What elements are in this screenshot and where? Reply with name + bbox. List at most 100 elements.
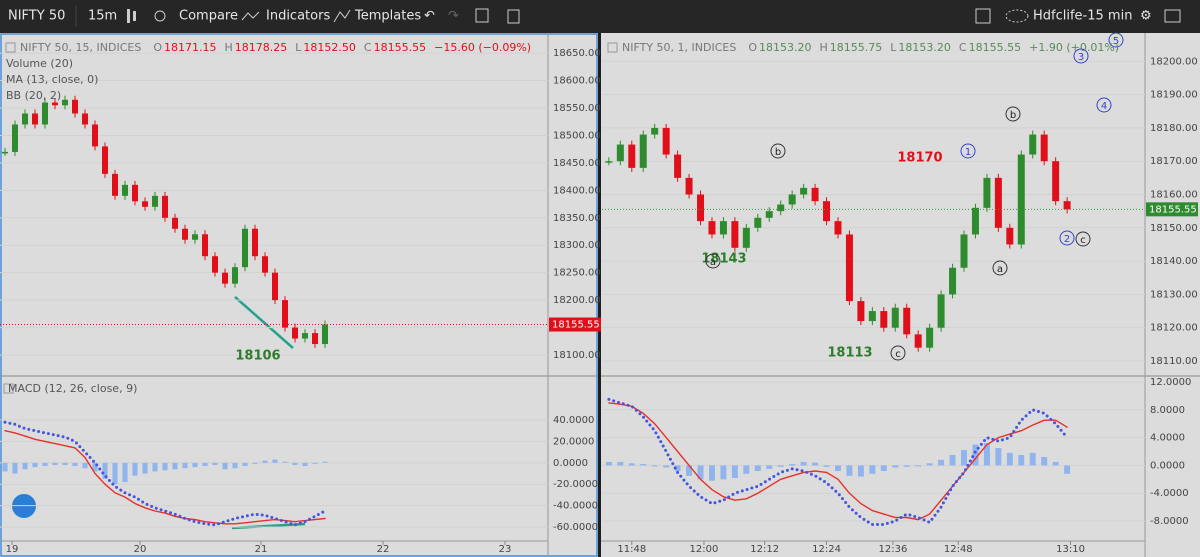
candle-body	[112, 173, 118, 196]
y-tick-label: 18250.00	[553, 268, 601, 279]
macd-line	[608, 402, 1068, 521]
candle-body	[232, 267, 238, 284]
macd-histogram-bar	[282, 461, 288, 463]
candle-body	[162, 195, 168, 218]
layout-name[interactable]: Hdfclife-15 min	[1033, 9, 1132, 24]
candle-icon[interactable]	[133, 11, 136, 21]
snapshot-icon[interactable]	[475, 8, 489, 23]
y-tick-label: 18550.00	[553, 103, 601, 114]
macd-line	[4, 430, 326, 525]
x-tick-label: 20	[134, 544, 147, 555]
macd-histogram-bar	[182, 462, 188, 469]
indicators-icon[interactable]	[241, 11, 260, 21]
candle-body	[880, 311, 888, 328]
candle-body	[697, 194, 705, 222]
candle-body	[272, 272, 278, 301]
macd-histogram-bar	[1041, 457, 1048, 466]
delete-icon[interactable]	[507, 9, 520, 24]
candle-body	[777, 204, 785, 212]
candle-body	[212, 256, 218, 273]
candle-body	[937, 294, 945, 328]
x-tick-label: 12:12	[750, 544, 779, 555]
macd-histogram-bar	[82, 462, 88, 469]
macd-histogram-bar	[2, 462, 8, 472]
macd-histogram-bar	[302, 462, 308, 467]
compare-icon[interactable]	[154, 10, 166, 22]
candle-body	[192, 234, 198, 240]
y-tick-label: -40.0000	[553, 501, 598, 512]
candle-body	[708, 221, 716, 235]
macd-histogram-bar	[892, 465, 899, 468]
candle-body	[32, 113, 38, 125]
cloud-icon[interactable]	[1005, 9, 1029, 23]
candle-body	[312, 333, 318, 345]
candle-body	[1040, 134, 1048, 162]
compare[interactable]: Compare	[179, 9, 238, 24]
macd-histogram-bar	[605, 461, 612, 466]
y-tick-label: 18450.00	[553, 158, 601, 169]
interval[interactable]: 15m	[88, 9, 117, 24]
templates-icon[interactable]	[333, 9, 351, 23]
candle-body	[685, 177, 693, 195]
candle-body	[92, 124, 98, 147]
macd-histogram-bar	[1006, 452, 1013, 466]
macd-histogram-bar	[1052, 461, 1059, 466]
candle-body	[628, 144, 636, 168]
candle-body	[949, 267, 957, 295]
candle-body	[222, 272, 228, 284]
macd-histogram-bar	[651, 465, 658, 467]
macd-histogram-bar	[152, 462, 158, 472]
undo[interactable]: ↶	[424, 9, 435, 24]
macd-histogram-bar	[222, 462, 228, 470]
wave-label: a	[710, 257, 716, 268]
candle-icon[interactable]	[127, 9, 130, 23]
macd-histogram-bar	[835, 465, 841, 471]
candle-body	[719, 221, 727, 235]
last-price-tag	[549, 317, 601, 332]
macd-histogram-bar	[72, 462, 78, 467]
x-tick-label: 21	[255, 544, 268, 555]
candle-body	[172, 217, 178, 229]
indicators[interactable]: Indicators	[266, 9, 330, 24]
y-tick-label: 18180.00	[1150, 123, 1198, 134]
candle-body	[616, 144, 624, 162]
symbol[interactable]: NIFTY 50	[8, 9, 65, 24]
y-tick-label: 0.0000	[1150, 460, 1185, 471]
macd-histogram-bar	[686, 465, 693, 476]
y-tick-label: -60.0000	[553, 522, 598, 533]
settings[interactable]: ⚙	[1140, 9, 1152, 24]
macd-histogram-bar	[949, 454, 956, 466]
macd-histogram-bar	[272, 459, 278, 463]
layout-icon[interactable]	[975, 8, 991, 24]
camera-icon[interactable]	[1164, 9, 1181, 23]
wave-label: 2	[1064, 234, 1070, 245]
last-price-label: 18155.55	[552, 320, 600, 331]
legend-text: 18178.25	[235, 41, 288, 54]
wave-marker	[770, 143, 786, 159]
candle-body	[960, 234, 968, 268]
price-annotation: 18143	[701, 252, 746, 267]
x-tick-label: 23	[499, 544, 512, 555]
legend-text: −15.60 (−0.09%)	[434, 41, 531, 54]
legend-text: +1.90 (+0.01%)	[1029, 41, 1119, 54]
candle-body	[62, 99, 68, 106]
candle-body	[971, 207, 979, 235]
macd-histogram-bar	[322, 461, 328, 463]
y-tick-label: 18120.00	[1150, 323, 1198, 334]
candle-body	[2, 151, 8, 154]
candle-body	[252, 228, 258, 257]
candle-body	[122, 184, 128, 196]
candle-body	[845, 234, 853, 302]
y-tick-label: 18130.00	[1150, 289, 1198, 300]
y-tick-label: 18200.00	[553, 295, 601, 306]
wave-marker	[1059, 230, 1075, 246]
macd-histogram-bar	[708, 465, 715, 481]
redo[interactable]: ↷	[448, 9, 460, 24]
macd-histogram-bar	[754, 465, 761, 471]
macd-histogram-bar	[766, 465, 773, 469]
templates[interactable]: Templates	[354, 9, 421, 24]
toolbar	[0, 0, 1200, 33]
macd-histogram-bar	[132, 462, 138, 476]
candle-body	[926, 327, 934, 348]
wave-marker	[1096, 97, 1112, 113]
